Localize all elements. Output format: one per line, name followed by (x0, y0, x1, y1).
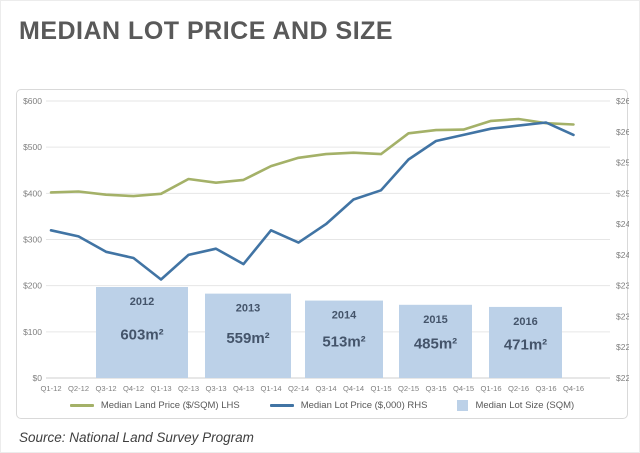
y-axis-right-tick-label: $235 (616, 281, 629, 291)
y-axis-right-tick-label: $220 (616, 373, 629, 383)
chart-panel: 2012 603m² 2013 559m² 2014 513m² 2015 485m² 2016… (16, 89, 629, 419)
bar-size-label: 485m² (414, 335, 457, 352)
lot-price-line (49, 121, 575, 281)
land-price-line (49, 117, 575, 198)
y-axis-left-tick-label: $300 (23, 235, 42, 245)
lot-size-bar-2016 (489, 306, 562, 378)
bar-size-label: 603m² (120, 327, 163, 344)
bar-size-label: 559m² (226, 330, 269, 347)
x-axis-tick-label: Q3-12 (95, 384, 116, 393)
y-axis-right-tick-label: $225 (616, 342, 629, 352)
y-axis-right-tick-label: $245 (616, 219, 629, 229)
chart-legend: Median Land Price ($/SQM) LHS Median Lot… (17, 400, 627, 411)
y-axis-right-tick-label: $255 (616, 158, 629, 168)
x-axis-tick-label: Q2-13 (178, 384, 199, 393)
y-axis-left-tick-label: $600 (23, 96, 42, 106)
bar-size-label: 513m² (322, 333, 365, 350)
y-axis-right-tick-label: $260 (616, 127, 629, 137)
y-axis-left-tick-label: $400 (23, 188, 42, 198)
combo-chart: 2012 603m² 2013 559m² 2014 513m² 2015 485m² 2016… (23, 96, 629, 393)
y-axis-left-tick-label: $200 (23, 281, 42, 291)
y-axis-right-tick-label: $265 (616, 96, 629, 106)
bar-year-label: 2012 (130, 296, 154, 308)
y-axis-left-tick-label: $500 (23, 142, 42, 152)
x-axis-tick-label: Q3-15 (425, 384, 446, 393)
y-axis-right-tick-label: $240 (616, 250, 629, 260)
y-axis-left-tick-label: $0 (33, 373, 43, 383)
lot-size-bar-2014 (305, 300, 383, 378)
x-axis-tick-label: Q2-12 (68, 384, 89, 393)
lot-size-bar-2013 (205, 293, 291, 378)
x-axis-tick-label: Q4-13 (233, 384, 254, 393)
page-title: MEDIAN LOT PRICE AND SIZE (19, 17, 394, 45)
y-axis-right-tick-label: $230 (616, 311, 629, 321)
x-axis-tick-label: Q1-13 (150, 384, 171, 393)
source-note: Source: National Land Survey Program (19, 430, 254, 445)
legend-label: Median Lot Size (SQM) (475, 400, 575, 411)
x-axis-tick-label: Q3-13 (205, 384, 226, 393)
legend-label: Median Land Price ($/SQM) LHS (100, 400, 240, 411)
green-line-swatch-icon (69, 404, 94, 407)
x-axis-tick-label: Q1-14 (260, 384, 281, 393)
bar-size-label: 471m² (504, 336, 547, 353)
lot-size-bar-2012 (96, 287, 188, 378)
bar-year-label: 2016 (513, 316, 537, 328)
x-axis-tick-label: Q4-14 (343, 384, 364, 393)
x-axis-tick-label: Q2-15 (398, 384, 419, 393)
blue-line-swatch-icon (269, 404, 294, 407)
legend-item-land-price: Median Land Price ($/SQM) LHS (69, 400, 240, 411)
x-axis-tick-label: Q1-15 (370, 384, 391, 393)
y-axis-left-tick-label: $100 (23, 327, 42, 337)
legend-item-lot-price: Median Lot Price ($,000) RHS (269, 400, 428, 411)
x-axis-tick-label: Q4-16 (563, 384, 584, 393)
x-axis-tick-label: Q2-14 (288, 384, 309, 393)
bar-year-label: 2015 (423, 314, 447, 326)
bar-year-label: 2014 (332, 310, 357, 322)
y-axis-right-tick-label: $250 (616, 188, 629, 198)
x-axis-tick-label: Q3-14 (315, 384, 336, 393)
x-axis-tick-label: Q2-16 (508, 384, 529, 393)
x-axis-tick-label: Q4-12 (123, 384, 144, 393)
lot-size-bar-2015 (399, 304, 472, 378)
x-axis-tick-label: Q3-16 (535, 384, 556, 393)
blue-square-swatch-icon (457, 400, 469, 411)
legend-item-lot-size: Median Lot Size (SQM) (457, 400, 574, 411)
bar-year-label: 2013 (236, 303, 260, 315)
legend-label: Median Lot Price ($,000) RHS (300, 400, 428, 411)
x-axis-tick-label: Q1-16 (480, 384, 501, 393)
x-axis-tick-label: Q1-12 (40, 384, 61, 393)
x-axis-tick-label: Q4-15 (453, 384, 474, 393)
